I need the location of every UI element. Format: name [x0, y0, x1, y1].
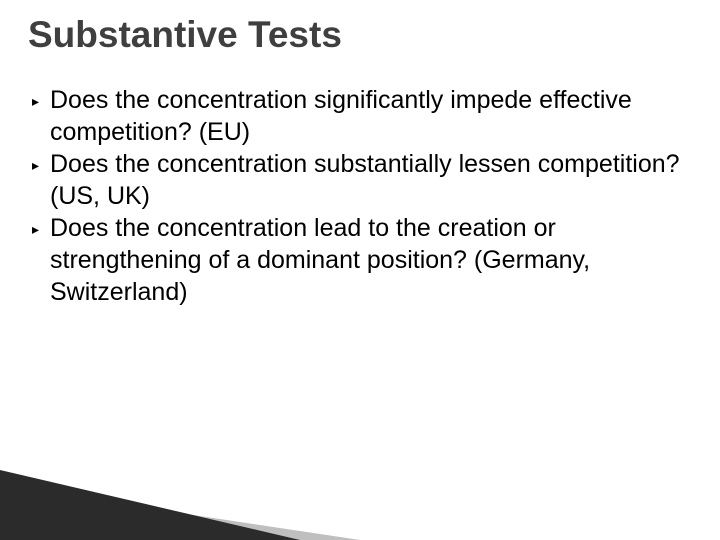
- decorative-wedge-dark: [0, 470, 300, 540]
- list-item: ▸ Does the concentration significantly i…: [32, 84, 692, 148]
- list-item-text: Does the concentration lead to the creat…: [50, 212, 692, 308]
- bullet-marker-icon: ▸: [32, 84, 50, 118]
- bullet-list: ▸ Does the concentration significantly i…: [32, 84, 692, 308]
- slide-title: Substantive Tests: [28, 14, 692, 56]
- list-item: ▸ Does the concentration lead to the cre…: [32, 212, 692, 308]
- list-item-text: Does the concentration significantly imp…: [50, 84, 692, 148]
- list-item: ▸ Does the concentration substantially l…: [32, 148, 692, 212]
- slide: Substantive Tests ▸ Does the concentrati…: [0, 0, 720, 540]
- bullet-marker-icon: ▸: [32, 212, 50, 246]
- list-item-text: Does the concentration substantially les…: [50, 148, 692, 212]
- bullet-marker-icon: ▸: [32, 148, 50, 182]
